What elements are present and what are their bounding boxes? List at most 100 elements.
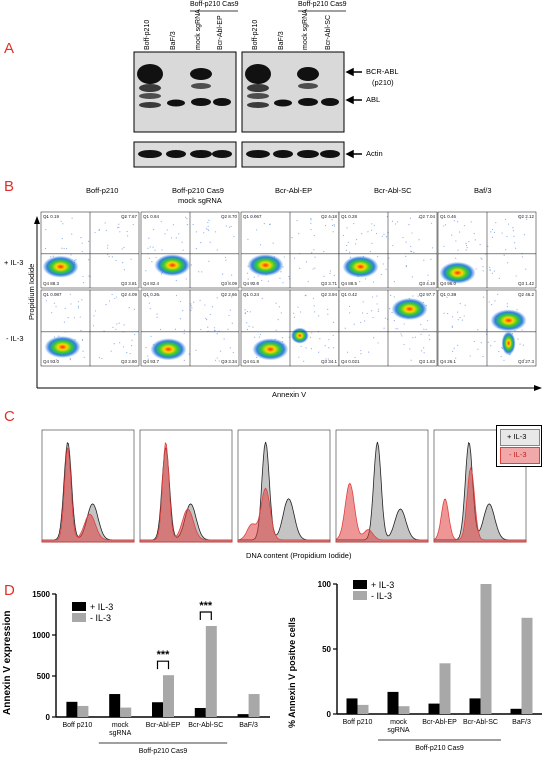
flow-event-dot <box>275 329 277 331</box>
flow-event-dot <box>393 320 395 322</box>
flow-event-dot <box>505 249 507 251</box>
flow-event-dot <box>246 272 249 274</box>
flow-event-dot <box>417 295 419 297</box>
flow-event-dot <box>366 312 368 315</box>
flow-event-dot <box>118 322 120 324</box>
flow-event-dot <box>130 345 133 347</box>
y-tick-label: 50 <box>322 645 331 654</box>
bar-minus-il3 <box>77 705 89 717</box>
x-tick-label: BaF/3 <box>512 719 531 726</box>
flow-event-dot <box>500 355 502 358</box>
flow-event-dot <box>313 305 315 307</box>
flow-event-dot <box>428 334 430 336</box>
quadrant-value: Q1 0.42 <box>341 292 358 297</box>
flow-event-dot <box>344 327 346 329</box>
flow-event-dot <box>183 329 186 331</box>
flow-event-dot <box>413 251 415 253</box>
flow-event-dot <box>119 231 121 233</box>
y-tick-label: 1000 <box>32 631 50 640</box>
flow-event-dot <box>346 227 348 229</box>
flow-event-dot <box>395 328 397 330</box>
lane-label: Bcr-Abl-SC <box>325 14 332 50</box>
quadrant-value: Q3 3.34 <box>221 359 238 364</box>
flow-event-dot <box>377 308 379 310</box>
flow-event-dot <box>195 231 198 233</box>
flow-event-dot <box>451 326 453 328</box>
legend-swatch <box>353 591 367 600</box>
flow-event-dot <box>118 226 120 229</box>
flow-event-dot <box>172 224 174 226</box>
quadrant-value: Q2 4.09 <box>121 292 138 297</box>
flow-event-dot <box>122 346 125 348</box>
flow-event-dot <box>116 323 118 325</box>
flow-event-dot <box>362 301 364 303</box>
flow-event-dot <box>293 257 296 259</box>
flow-event-dot <box>88 259 90 261</box>
quadrant-value: Q1 0.26 <box>143 292 160 297</box>
flow-event-dot <box>228 314 230 317</box>
flow-event-dot <box>192 223 194 226</box>
flow-event-dot <box>183 332 185 335</box>
flow-event-dot <box>332 321 335 324</box>
flow-event-dot <box>314 311 316 313</box>
flow-event-dot <box>491 236 494 239</box>
flow-event-dot <box>425 328 427 331</box>
legend-label: - IL-3 <box>90 613 111 623</box>
quadrant-value: Q3 3.71 <box>321 281 338 286</box>
quadrant-value: Q4 61.8 <box>243 359 260 364</box>
bar-plus-il3 <box>152 702 163 717</box>
flow-event-dot <box>255 356 258 358</box>
flow-event-dot <box>493 270 495 272</box>
flow-event-dot <box>66 247 68 250</box>
flow-event-dot <box>67 317 69 319</box>
flow-event-dot <box>82 281 85 284</box>
flow-event-dot <box>258 336 261 338</box>
flow-event-dot <box>489 266 491 268</box>
flow-event-dot <box>463 225 466 227</box>
flow-event-dot <box>331 224 334 227</box>
flow-event-dot <box>480 257 482 259</box>
flow-event-dot <box>355 243 357 245</box>
quadrant-value: Q2 2.12 <box>518 214 535 219</box>
flow-row-label: + IL-3 <box>4 258 24 267</box>
flow-event-dot <box>233 235 235 238</box>
flow-event-dot <box>490 231 492 233</box>
flow-event-dot <box>145 347 147 349</box>
flow-population-blob <box>439 261 476 284</box>
flow-event-dot <box>179 318 182 320</box>
flow-event-dot <box>175 237 177 239</box>
flow-event-dot <box>122 262 124 264</box>
flow-event-dot <box>420 350 423 352</box>
flow-event-dot <box>498 350 500 353</box>
flow-event-dot <box>506 303 508 305</box>
flow-event-dot <box>457 249 459 251</box>
flow-event-dot <box>307 280 309 283</box>
flow-event-dot <box>45 215 47 218</box>
legend-label: + IL-3 <box>371 580 394 590</box>
flow-event-dot <box>405 241 407 243</box>
flow-event-dot <box>491 228 494 231</box>
flow-event-dot <box>205 228 208 230</box>
flow-event-dot <box>498 277 500 280</box>
flow-event-dot <box>150 335 152 337</box>
flow-event-dot <box>418 239 420 241</box>
flow-event-dot <box>333 225 336 227</box>
flow-event-dot <box>175 294 178 297</box>
flow-event-dot <box>148 296 150 298</box>
flow-event-dot <box>178 233 180 235</box>
quadrant-value: Q3 3.81 <box>121 281 138 286</box>
flow-event-dot <box>455 257 457 259</box>
flow-event-dot <box>216 333 218 335</box>
flow-event-dot <box>259 244 262 246</box>
flow-event-dot <box>121 248 123 250</box>
flow-event-dot <box>393 280 395 283</box>
flow-event-dot <box>183 359 185 361</box>
flow-event-dot <box>475 268 477 270</box>
flow-event-dot <box>423 347 425 349</box>
flow-event-dot <box>105 304 107 306</box>
bar-plus-il3 <box>469 698 481 714</box>
flow-event-dot <box>512 227 514 229</box>
flow-event-dot <box>521 256 523 258</box>
flow-event-dot <box>94 231 96 234</box>
flow-column-title: Bcr-Abl-EP <box>275 186 313 195</box>
